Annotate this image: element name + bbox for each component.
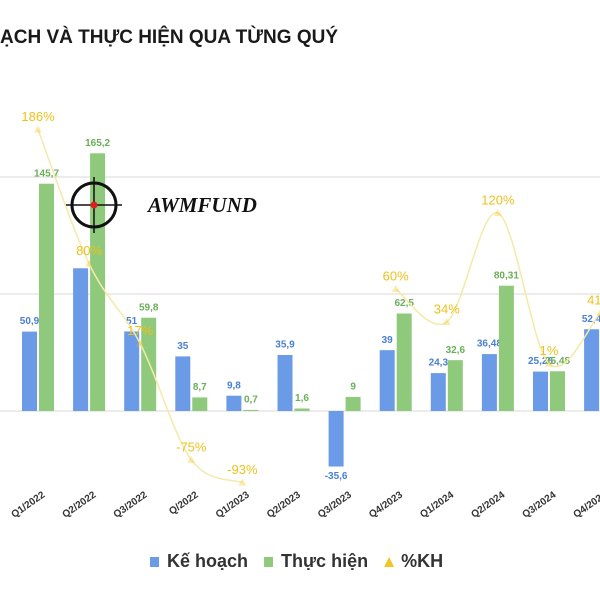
- data-label: 25,26: [528, 356, 553, 367]
- bar: [430, 373, 446, 411]
- bar: [498, 285, 514, 411]
- data-label: -35,6: [325, 471, 348, 482]
- line-marker: [442, 317, 451, 325]
- bar: [533, 371, 548, 411]
- data-label: 39: [382, 335, 394, 346]
- data-label: -93%: [227, 462, 258, 477]
- line-marker: [187, 455, 196, 463]
- data-label: 186%: [21, 109, 55, 124]
- legend-label: Thực hiện: [281, 551, 368, 571]
- bar: [550, 371, 565, 411]
- data-label: 52,4: [582, 314, 600, 325]
- bar: [481, 354, 497, 411]
- bar: [124, 331, 140, 411]
- data-label: 62,5: [394, 298, 414, 309]
- data-label: 60%: [383, 268, 409, 283]
- data-label: 35,9: [275, 340, 295, 351]
- data-label: 59,8: [139, 302, 159, 313]
- legend: Kế hoạch Thực hiện %KH: [150, 551, 443, 571]
- data-label: 51: [126, 316, 138, 327]
- data-label: 35: [177, 341, 189, 352]
- line-marker: [136, 339, 145, 347]
- data-label: -75%: [176, 439, 207, 454]
- data-label: 32,6: [446, 345, 466, 356]
- line-marker: [391, 285, 400, 293]
- legend-swatch: [150, 557, 159, 567]
- bar: [294, 408, 310, 411]
- legend-swatch: [384, 557, 395, 567]
- bar: [90, 153, 106, 411]
- bar: [192, 397, 208, 411]
- data-label: 50,9: [20, 316, 40, 327]
- legend-label: %KH: [401, 551, 443, 571]
- legend-swatch: [264, 557, 274, 567]
- line-marker: [596, 309, 600, 317]
- data-label: 80,31: [494, 270, 519, 281]
- data-label: 80%: [76, 243, 102, 258]
- line-marker: [545, 359, 553, 367]
- line-marker: [34, 125, 42, 133]
- data-label: 9,8: [227, 380, 241, 391]
- data-label: 36,48: [477, 339, 502, 350]
- watermark: AWMFUND: [146, 193, 257, 217]
- data-label: 9: [350, 382, 356, 393]
- line-marker: [238, 478, 247, 486]
- bar: [73, 268, 89, 411]
- bar: [277, 354, 293, 411]
- data-label: 1,6: [295, 393, 309, 404]
- bar: [226, 395, 242, 411]
- data-label: 165,2: [85, 138, 110, 149]
- chart-title: ẠCH VÀ THỰC HIỆN QUA TỪNG QUÝ: [0, 26, 338, 48]
- bar: [243, 409, 259, 411]
- data-label: 25,48: [545, 356, 570, 367]
- bar: [447, 360, 463, 411]
- data-label: 0,7: [244, 395, 258, 406]
- data-label: 1%: [540, 343, 559, 358]
- bar: [328, 411, 344, 467]
- line: [37, 129, 243, 484]
- data-label: 8,7: [193, 382, 207, 393]
- bar: [141, 317, 157, 411]
- line-marker: [493, 209, 502, 217]
- bar: [345, 396, 361, 411]
- legend-label: Kế hoạch: [167, 551, 248, 571]
- bar: [379, 350, 395, 411]
- data-label: 24,3: [429, 358, 449, 369]
- bar: [22, 331, 37, 411]
- bar: [175, 356, 191, 411]
- watermark-logo: [66, 177, 122, 233]
- line-marker: [85, 259, 94, 267]
- line: [395, 212, 600, 368]
- bar: [584, 329, 600, 411]
- bar: [396, 313, 412, 411]
- data-label: 17%: [127, 323, 153, 338]
- bar: [39, 183, 54, 411]
- data-label: 41%: [587, 293, 600, 308]
- data-label: 120%: [481, 193, 515, 208]
- data-label: 34%: [434, 301, 460, 316]
- data-label: 145,7: [34, 168, 59, 179]
